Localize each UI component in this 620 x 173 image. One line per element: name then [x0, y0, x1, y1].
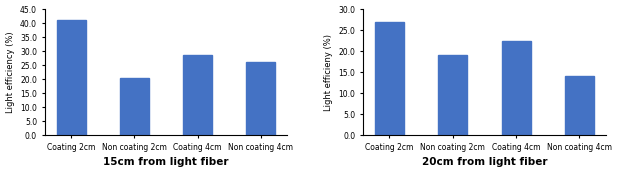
Bar	[56, 20, 86, 135]
Bar	[438, 55, 467, 135]
Y-axis label: Light efficiency (%): Light efficiency (%)	[6, 31, 14, 113]
Bar	[183, 55, 212, 135]
X-axis label: 15cm from light fiber: 15cm from light fiber	[104, 157, 229, 167]
Bar	[565, 76, 594, 135]
X-axis label: 20cm from light fiber: 20cm from light fiber	[422, 157, 547, 167]
Bar	[120, 78, 149, 135]
Y-axis label: Light efficieny (%): Light efficieny (%)	[324, 34, 333, 111]
Bar	[502, 41, 531, 135]
Bar	[375, 22, 404, 135]
Bar	[247, 62, 275, 135]
